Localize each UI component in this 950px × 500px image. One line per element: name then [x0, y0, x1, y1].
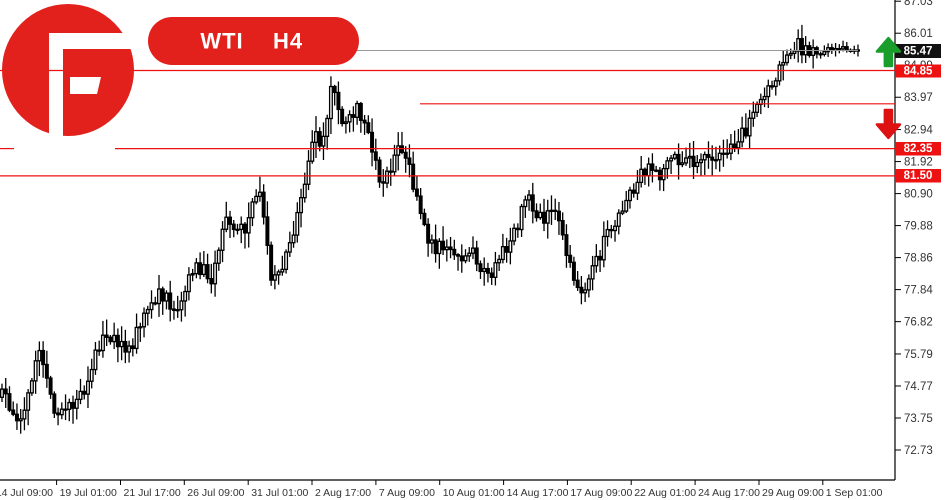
svg-text:14 Aug 17:00: 14 Aug 17:00: [507, 487, 569, 499]
svg-text:87.03: 87.03: [904, 0, 933, 8]
svg-text:80.90: 80.90: [904, 189, 933, 201]
svg-text:22 Aug 01:00: 22 Aug 01:00: [634, 487, 696, 499]
svg-text:75.79: 75.79: [904, 349, 933, 361]
svg-text:29 Aug 09:00: 29 Aug 09:00: [762, 487, 824, 499]
svg-text:19 Jul 01:00: 19 Jul 01:00: [60, 487, 117, 499]
svg-text:79.88: 79.88: [904, 221, 933, 233]
svg-text:21 Jul 17:00: 21 Jul 17:00: [124, 487, 181, 499]
svg-text:82.35: 82.35: [904, 143, 933, 155]
svg-text:1 Sep 01:00: 1 Sep 01:00: [826, 487, 883, 499]
svg-text:78.86: 78.86: [904, 253, 933, 265]
svg-text:7 Aug 09:00: 7 Aug 09:00: [379, 487, 435, 499]
svg-text:10 Aug 01:00: 10 Aug 01:00: [443, 487, 505, 499]
svg-text:17 Aug 09:00: 17 Aug 09:00: [570, 487, 632, 499]
svg-text:83.97: 83.97: [904, 92, 933, 104]
svg-text:72.73: 72.73: [904, 445, 933, 457]
svg-text:WTI: WTI: [200, 29, 243, 54]
svg-text:81.50: 81.50: [904, 170, 933, 182]
svg-text:86.01: 86.01: [904, 28, 933, 40]
svg-text:24 Aug 17:00: 24 Aug 17:00: [698, 487, 760, 499]
svg-text:76.82: 76.82: [904, 317, 933, 329]
svg-text:73.75: 73.75: [904, 413, 933, 425]
svg-text:26 Jul 09:00: 26 Jul 09:00: [187, 487, 244, 499]
svg-text:82.94: 82.94: [904, 125, 933, 137]
svg-text:77.84: 77.84: [904, 285, 933, 297]
svg-text:74.77: 74.77: [904, 381, 933, 393]
svg-text:84.85: 84.85: [904, 66, 933, 78]
svg-text:2 Aug 17:00: 2 Aug 17:00: [315, 487, 371, 499]
svg-text:14 Jul 09:00: 14 Jul 09:00: [0, 487, 53, 499]
svg-text:85.47: 85.47: [904, 46, 933, 58]
svg-text:31 Jul 01:00: 31 Jul 01:00: [251, 487, 308, 499]
svg-text:H4: H4: [273, 29, 303, 54]
svg-text:81.92: 81.92: [904, 157, 933, 169]
